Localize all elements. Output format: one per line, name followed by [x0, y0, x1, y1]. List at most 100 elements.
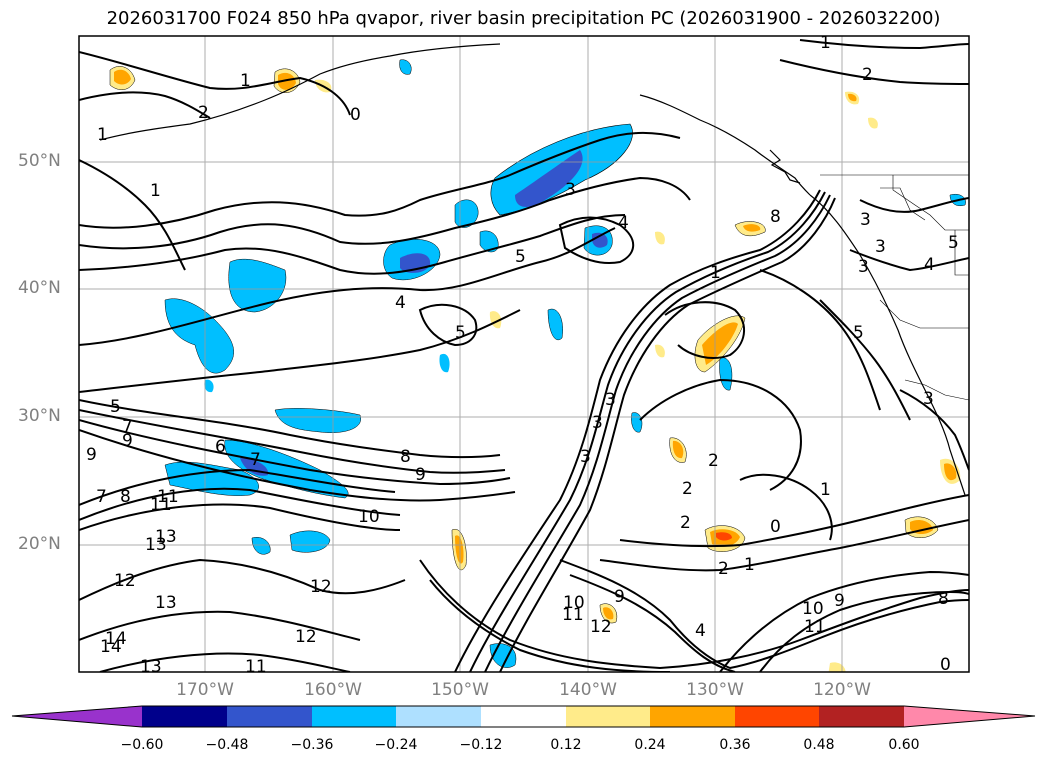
colorbar-segment	[312, 706, 396, 727]
contour-label: 10	[802, 599, 824, 619]
contour-label: 13	[145, 535, 167, 555]
contour-label: 3	[580, 447, 591, 467]
lon-label: 130°W	[686, 680, 744, 700]
contour-label: 10	[358, 507, 380, 527]
lat-label: 30°N	[18, 406, 61, 426]
contour-label: 0	[940, 655, 951, 675]
lon-label: 140°W	[559, 680, 617, 700]
contour-label: 1	[820, 480, 831, 500]
colorbar-tick-label: 0.24	[634, 737, 666, 753]
contour-label: 7	[96, 487, 107, 507]
colorbar-segment	[142, 706, 227, 727]
colorbar-tick-label: 0.60	[888, 737, 920, 753]
contour-label: 1	[820, 33, 831, 53]
lon-label: 160°W	[304, 680, 362, 700]
contour-label: 9	[834, 591, 845, 611]
contour-label: 11	[245, 657, 267, 677]
colorbar-tick-label: −0.48	[205, 737, 249, 753]
contour-label: 3	[860, 210, 871, 230]
coastlines	[99, 43, 966, 496]
colorbar	[11, 705, 1036, 728]
contour-label: 8	[120, 487, 131, 507]
neg-patch-jet-core	[515, 150, 583, 207]
contour-label: 9	[86, 445, 97, 465]
colorbar-segment	[227, 706, 312, 727]
contour-label: 11	[150, 495, 172, 515]
lat-label: 40°N	[18, 278, 61, 298]
contour-label: 1	[97, 125, 108, 145]
qvapor-contours	[79, 39, 969, 672]
contour-label: 9	[122, 431, 133, 451]
contour-label: 0	[770, 517, 781, 537]
colorbar-tick-label: −0.12	[459, 737, 503, 753]
contour-label: 3	[923, 389, 934, 409]
contour-label: 4	[618, 213, 629, 233]
contour-label: 0	[350, 105, 361, 125]
contour-label: 5	[110, 397, 121, 417]
gridlines	[79, 36, 969, 672]
colorbar-segment	[735, 706, 819, 727]
contour-label: 4	[395, 293, 406, 313]
contour-label: 2	[198, 103, 209, 123]
lat-label: 50°N	[18, 151, 61, 171]
contour-label: 4	[695, 621, 706, 641]
contour-label: 7	[122, 417, 133, 437]
contour-label: 5	[455, 323, 466, 343]
colorbar-extend-high	[904, 706, 1035, 727]
contour-label: 2	[862, 65, 873, 85]
chart-title: 2026031700 F024 850 hPa qvapor, river ba…	[106, 8, 941, 29]
contour-label: 12	[590, 617, 612, 637]
contour-label: 5	[948, 233, 959, 253]
contour-label: 2	[682, 479, 693, 499]
colorbar-segment	[481, 706, 566, 727]
lon-label: 120°W	[813, 680, 871, 700]
contour-label: 8	[938, 589, 949, 609]
colorbar-segment	[650, 706, 735, 727]
contour-label: 13	[140, 657, 162, 677]
colorbar-tick-label: −0.36	[290, 737, 334, 753]
contour-label: 3	[605, 390, 616, 410]
contour-label: 11	[562, 605, 584, 625]
colorbar-tick-label: 0.36	[719, 737, 751, 753]
contour-label: 2	[680, 513, 691, 533]
contour-label: 14	[100, 637, 122, 657]
colorbar-tick-label: 0.48	[803, 737, 835, 753]
contour-label: 12	[310, 577, 332, 597]
map-frame	[78, 35, 970, 673]
neg-patch-w4	[164, 298, 234, 374]
colorbar-segment	[819, 706, 904, 727]
contour-label: 2	[708, 451, 719, 471]
contour-label: 13	[155, 593, 177, 613]
lon-label: 170°W	[176, 680, 234, 700]
contour-label: 3	[565, 180, 576, 200]
borders	[820, 174, 969, 401]
contour-label: 8	[770, 207, 781, 227]
contour-label: 1	[150, 181, 161, 201]
contour-label: 3	[592, 413, 603, 433]
contour-label: 4	[924, 255, 935, 275]
contour-label: 11	[157, 487, 179, 507]
contour-label: 1	[744, 555, 755, 575]
contour-label: 11	[804, 617, 826, 637]
contour-label: 3	[858, 257, 869, 277]
contour-label: 1	[240, 71, 251, 91]
contour-labels: 1 2 0 1 1 2 3 4 5 4 5 6 7 8 9 10 11 12 1…	[86, 33, 959, 677]
colorbar-tick-label: −0.60	[120, 737, 164, 753]
contour-label: 7	[250, 450, 261, 470]
precip-shading	[109, 59, 966, 672]
contour-label: 14	[105, 629, 127, 649]
colorbar-segment	[396, 706, 481, 727]
lon-label: 150°W	[431, 680, 489, 700]
contour-label: 13	[155, 527, 177, 547]
contour-label: 6	[215, 437, 226, 457]
contour-label: 9	[614, 587, 625, 607]
contour-label: 10	[563, 593, 585, 613]
contour-label: 2	[718, 559, 729, 579]
colorbar-tick-label: −0.24	[374, 737, 418, 753]
contour-label: 3	[875, 237, 886, 257]
colorbar-segment	[566, 706, 650, 727]
lat-label: 20°N	[18, 534, 61, 554]
contour-label: 1	[710, 263, 721, 283]
contour-label: 5	[515, 247, 526, 267]
